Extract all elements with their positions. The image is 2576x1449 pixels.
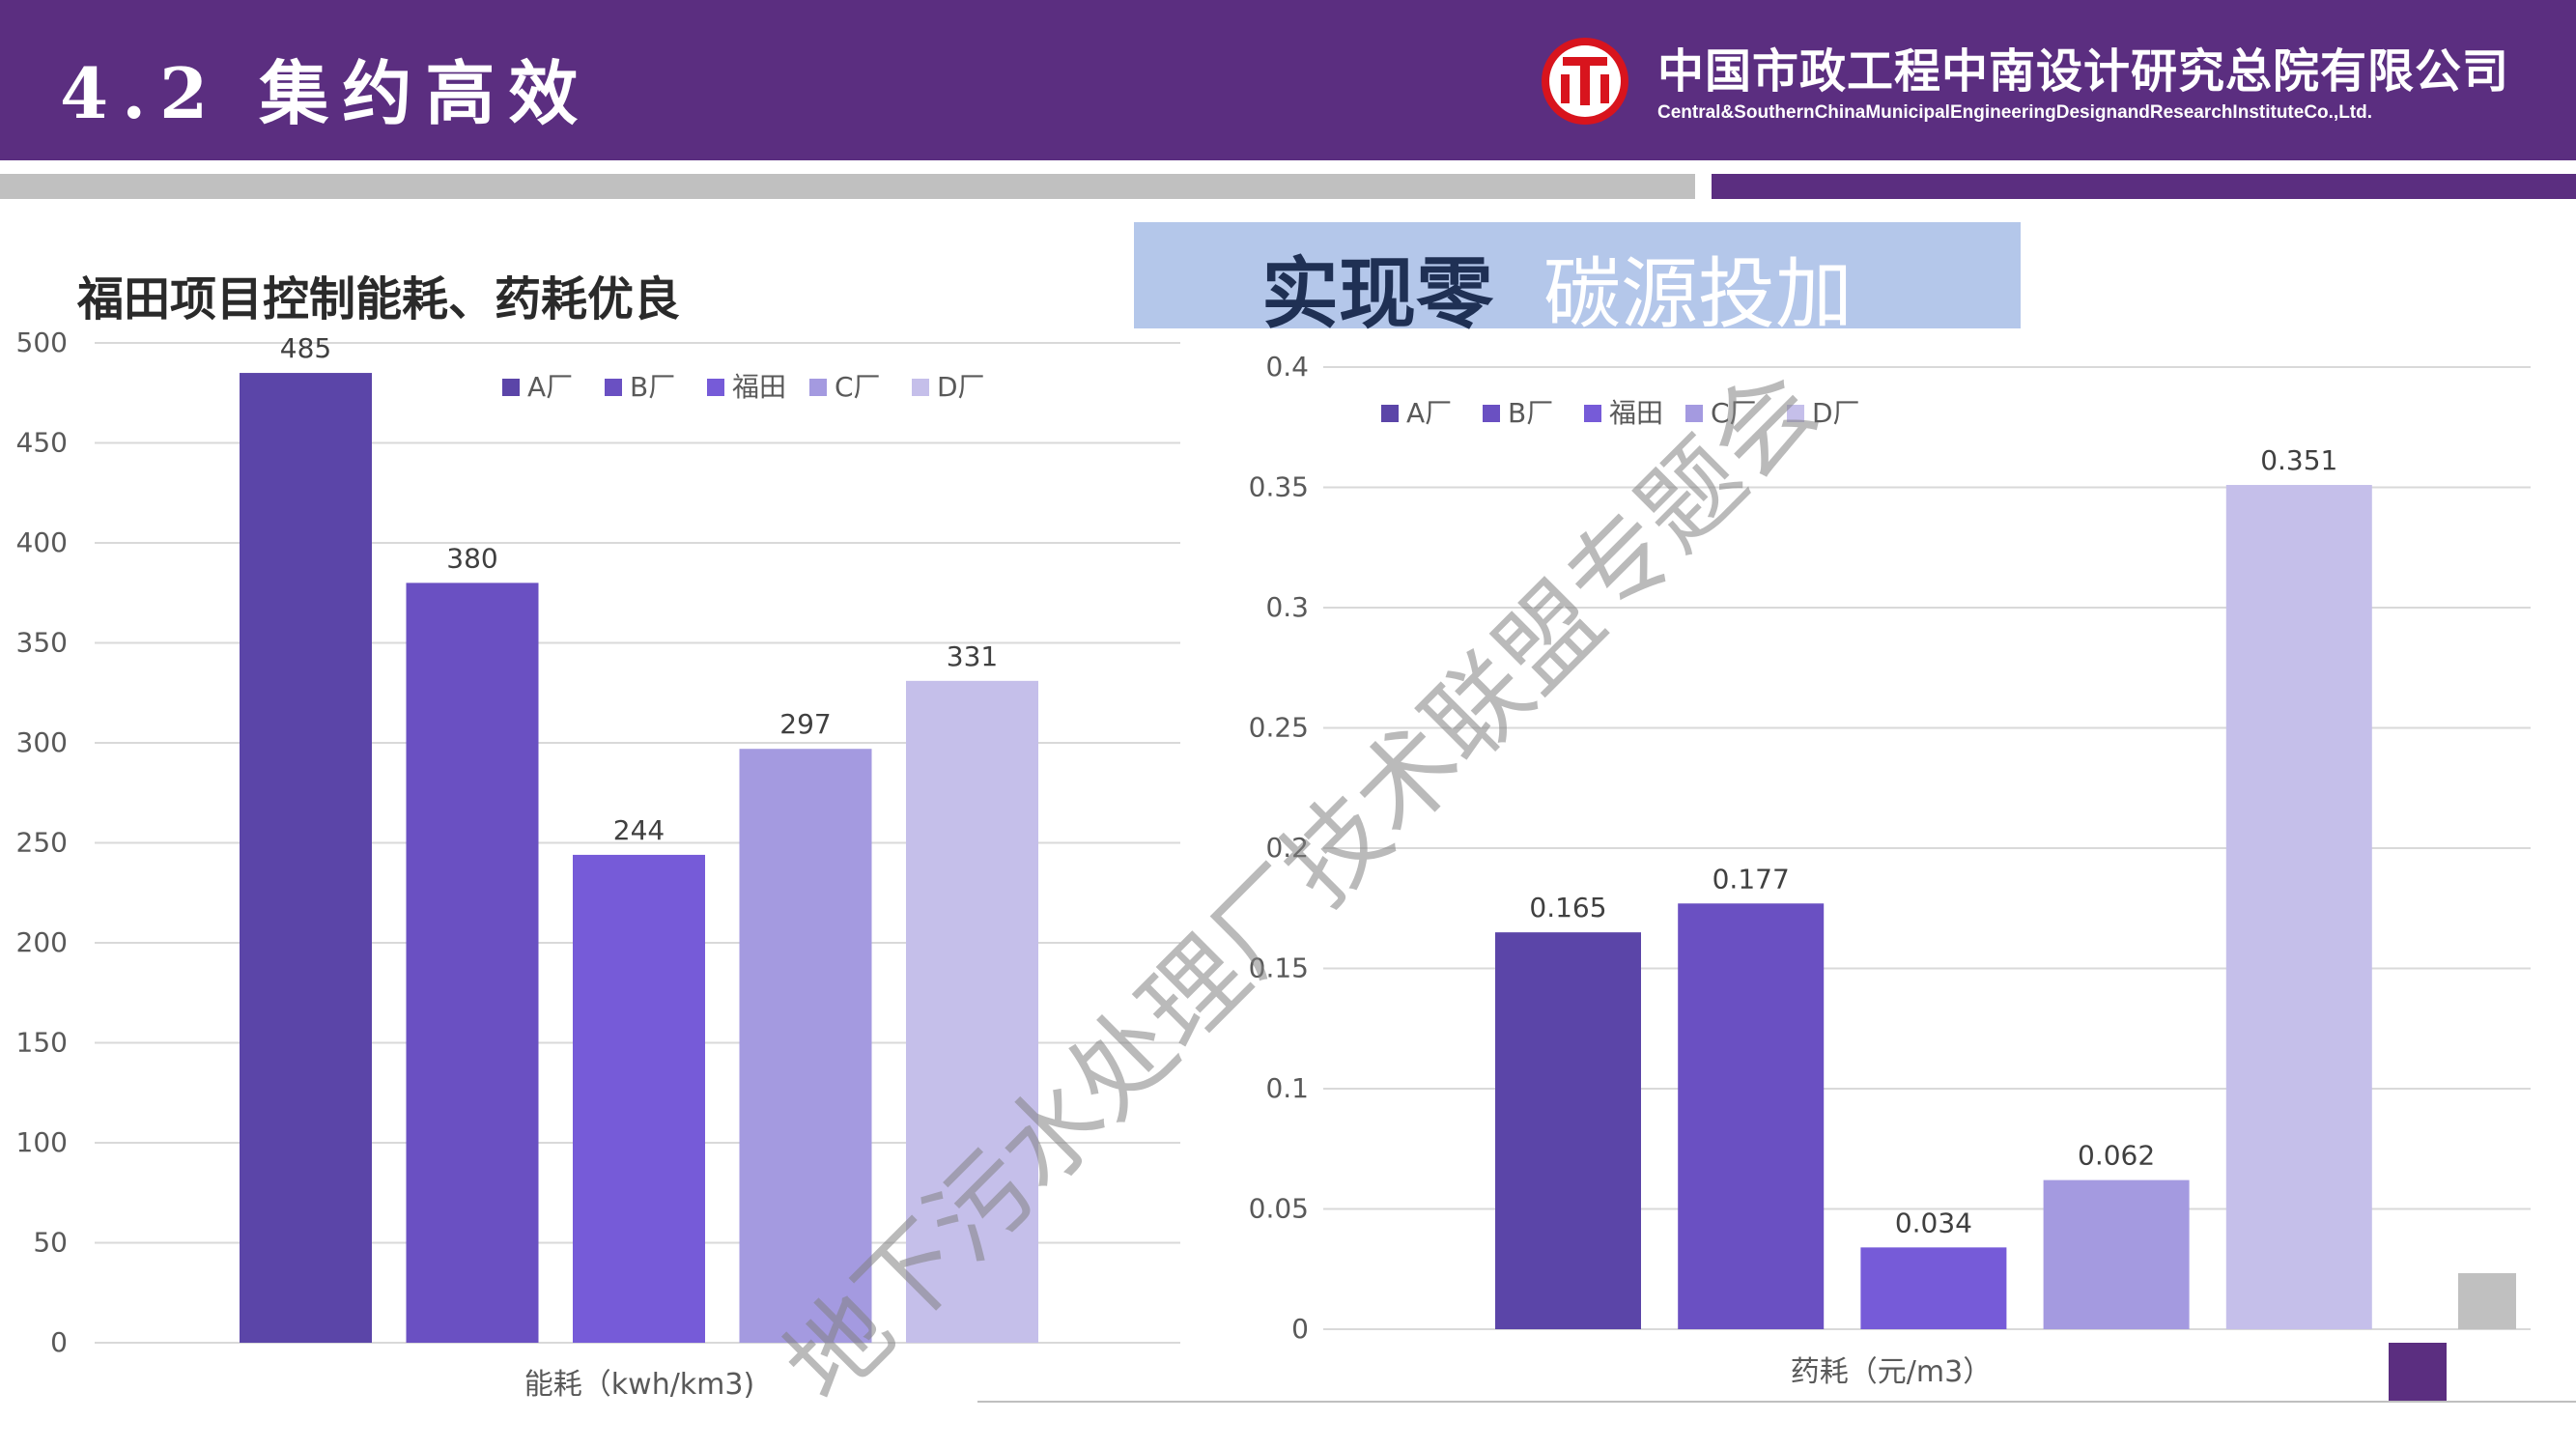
y-tick-label: 200 [16, 926, 68, 958]
data-label: 244 [613, 814, 665, 846]
divider-purple [1712, 174, 2576, 199]
data-label: 380 [446, 542, 497, 574]
y-tick-label: 400 [16, 526, 68, 558]
legend-swatch [1381, 405, 1399, 422]
bar-5 [906, 680, 1038, 1343]
company-logo [1542, 38, 1628, 125]
y-tick-label: 0.35 [1249, 471, 1309, 503]
data-label: 0.034 [1895, 1207, 1972, 1238]
y-tick-label: 0.4 [1265, 351, 1309, 383]
data-label: 297 [779, 708, 831, 740]
decorative-line [977, 1401, 2576, 1403]
legend-swatch [1584, 405, 1601, 422]
legend-label: B厂 [630, 371, 675, 403]
y-tick-label: 50 [33, 1227, 68, 1259]
legend-swatch [1685, 405, 1703, 422]
y-tick-label: 300 [16, 726, 68, 758]
divider-gray [0, 174, 1695, 199]
legend-label: A厂 [1406, 397, 1452, 429]
y-tick-label: 0.1 [1265, 1072, 1309, 1104]
legend-swatch [605, 379, 622, 396]
legend-label: C厂 [835, 371, 881, 403]
legend-label: B厂 [1508, 397, 1553, 429]
bar-1 [240, 373, 372, 1343]
bar-3 [1860, 1247, 2007, 1329]
slide-title: 4.2 集约高效 [60, 52, 592, 134]
y-tick-label: 0 [50, 1326, 68, 1358]
legend-swatch [1787, 405, 1804, 422]
data-label: 331 [947, 640, 998, 672]
legend-swatch [912, 379, 929, 396]
bar-5 [2225, 485, 2372, 1329]
data-label: 485 [280, 332, 331, 364]
y-tick-label: 0 [1291, 1313, 1309, 1345]
data-label: 0.177 [1713, 863, 1790, 895]
data-label: 0.062 [2078, 1140, 2155, 1172]
bar-1 [1495, 932, 1641, 1329]
y-tick-label: 450 [16, 427, 68, 459]
legend-label: D厂 [937, 371, 985, 403]
y-tick-label: 250 [16, 827, 68, 859]
data-label: 0.351 [2260, 444, 2337, 476]
y-tick-label: 0.3 [1265, 591, 1309, 623]
y-tick-label: 350 [16, 627, 68, 659]
y-tick-label: 0.2 [1265, 832, 1309, 864]
company-name-en: Central&SouthernChinaMunicipalEngineerin… [1657, 102, 2373, 123]
y-tick-label: 100 [16, 1126, 68, 1158]
company-name-cn: 中国市政工程中南设计研究总院有限公司 [1657, 44, 2510, 99]
x-axis-label: 能耗（kwh/km3) [524, 1368, 754, 1402]
decorative-purple-square [2389, 1343, 2447, 1401]
legend-swatch [502, 379, 520, 396]
y-tick-label: 500 [16, 327, 68, 358]
x-axis-label: 药耗（元/m3） [1791, 1355, 1992, 1389]
legend-label: 福田 [732, 371, 786, 403]
y-tick-label: 0.25 [1249, 712, 1309, 744]
callout-box [1134, 222, 2021, 328]
legend-swatch [707, 379, 724, 396]
chemical-consumption-chart: 0 0.05 0.1 0.15 0.2 0.25 0.3 0.35 0.4 0.165 0.177 0… [1249, 351, 2531, 1389]
y-tick-label: 150 [16, 1027, 68, 1059]
bar-4 [739, 749, 872, 1343]
bar-2 [1678, 903, 1825, 1329]
legend-label: 福田 [1609, 397, 1663, 429]
callout-bold-text: 实现零 [1261, 249, 1493, 339]
bar-4 [2043, 1179, 2190, 1329]
legend-label: C厂 [1711, 397, 1757, 429]
callout-light-text: 碳源投加 [1543, 249, 1853, 339]
energy-consumption-chart: 0 50 100 150 200 250 300 350 400 450 500 485 380 244 2… [16, 327, 1180, 1402]
bar-2 [406, 582, 539, 1343]
legend-swatch [1483, 405, 1500, 422]
bar-3 [573, 854, 705, 1343]
data-label: 0.165 [1529, 892, 1606, 923]
left-chart-heading: 福田项目控制能耗、药耗优良 [77, 272, 681, 327]
y-tick-label: 0.05 [1249, 1193, 1309, 1225]
y-tick-label: 0.15 [1249, 952, 1309, 984]
header-bar [0, 0, 2576, 160]
decorative-gray-square [2458, 1273, 2516, 1329]
legend-label: A厂 [527, 371, 573, 403]
legend-swatch [809, 379, 827, 396]
legend-label: D厂 [1812, 397, 1860, 429]
